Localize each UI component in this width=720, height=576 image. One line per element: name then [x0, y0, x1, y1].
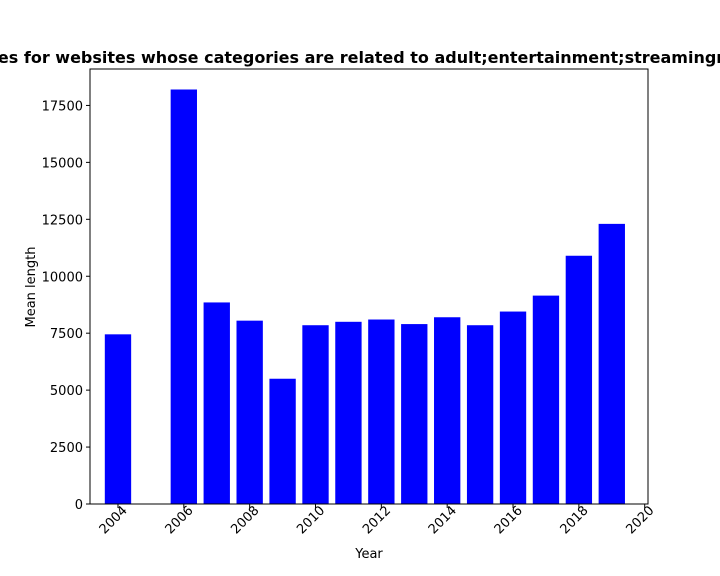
bar-2004	[104, 334, 132, 504]
bar-2012	[368, 319, 395, 504]
x-axis-label: Year	[354, 547, 383, 562]
y-tick-label-15000: 15000	[42, 156, 83, 171]
bar-2017	[532, 295, 560, 504]
bar-2016	[499, 311, 527, 504]
y-tick-label-12500: 12500	[42, 213, 83, 228]
y-tick-label-10000: 10000	[42, 270, 83, 285]
bar-2014	[434, 317, 461, 504]
bar-2019	[598, 223, 625, 504]
bar-2015	[466, 325, 494, 504]
y-axis-label: Mean length	[24, 247, 39, 328]
y-tick-label-2500: 2500	[50, 441, 83, 456]
bar-2007	[203, 302, 230, 504]
bar-2011	[335, 321, 362, 504]
bar-2010	[302, 325, 329, 504]
y-axis: 0 2500 5000 7500 10000 12500 15000 17500	[42, 99, 90, 513]
y-tick-label-7500: 7500	[50, 327, 83, 342]
y-tick-label-0: 0	[75, 498, 83, 513]
bar-2013	[401, 324, 428, 504]
plot-area-frame	[89, 68, 649, 505]
bar-2009	[269, 378, 296, 504]
bar-2008	[236, 320, 263, 504]
chart-title: Mean length of privacy policies for webs…	[0, 48, 720, 67]
bar-2018	[565, 255, 593, 504]
bar-group	[104, 89, 625, 504]
y-tick-label-17500: 17500	[42, 99, 83, 114]
y-tick-label-5000: 5000	[50, 384, 83, 399]
bar-2006	[170, 89, 197, 504]
